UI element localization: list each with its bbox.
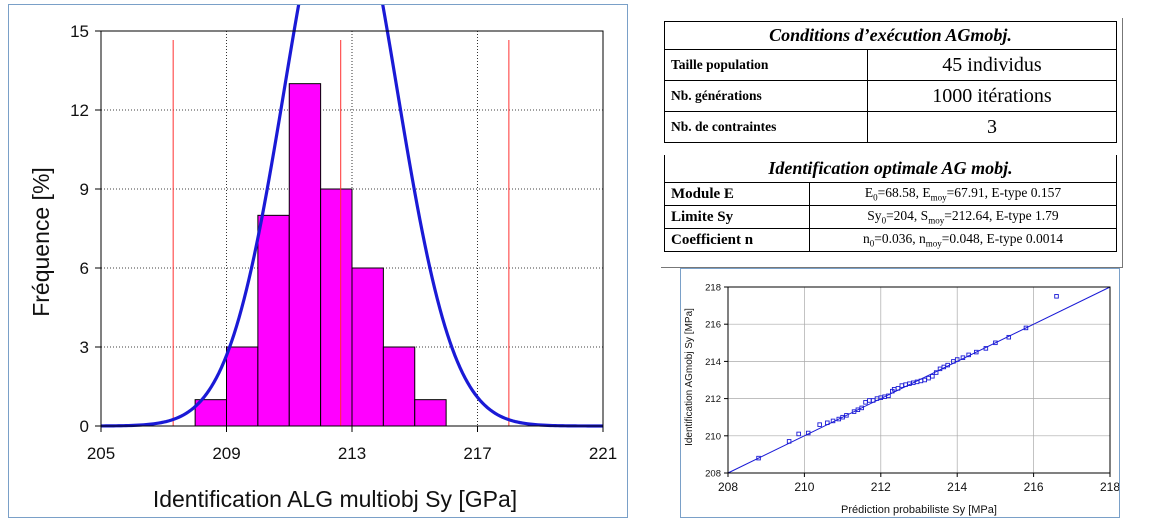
x-axis-label: Prédiction probabiliste Sy [MPa]	[841, 504, 997, 516]
plot-frame	[727, 286, 1111, 474]
row-label: Module E	[664, 182, 810, 206]
histogram-bar	[351, 267, 384, 427]
row-label: Nb. générations	[664, 80, 868, 112]
table-title-execution: Conditions d’exécution AGmobj.	[664, 21, 1117, 50]
data-point	[1054, 294, 1059, 299]
x-tick-label: 205	[87, 444, 115, 463]
x-tick-label: 216	[1024, 480, 1044, 494]
y-tick-label: 210	[705, 431, 721, 442]
x-tick-label: 208	[718, 480, 738, 494]
row-value: E0=68.58, Emoy=67.91, E-type 0.157	[809, 182, 1117, 206]
y-tick-label: 0	[80, 417, 89, 436]
normal-fit-curve	[100, 0, 603, 428]
data-point	[830, 418, 836, 424]
histogram-bar	[288, 83, 322, 427]
y-tick-label: 218	[705, 283, 721, 294]
data-point	[844, 413, 849, 418]
y-axis-label: Identification AGmobj Sy [MPa]	[684, 308, 695, 446]
data-point	[960, 355, 966, 360]
x-tick-label: 212	[871, 480, 891, 494]
histogram-bar	[382, 346, 416, 427]
data-point	[867, 398, 872, 403]
row-label: Nb. de contraintes	[664, 111, 868, 143]
row-value: 45 individus	[867, 49, 1117, 81]
histogram-panel: Fréquence [%] Identification ALG multiob…	[8, 0, 628, 518]
data-point	[1006, 334, 1012, 340]
data-point	[983, 346, 989, 351]
data-point	[922, 377, 927, 383]
histogram-bar	[320, 188, 353, 427]
row-label: Taille population	[664, 49, 868, 81]
histogram-bar	[414, 399, 447, 427]
data-point	[863, 400, 868, 405]
x-axis-label: Identification ALG multiobj Sy [GPa]	[153, 486, 517, 512]
y-tick-label: 6	[80, 259, 89, 278]
qq-plot-chart: Identification AGmobj Sy [MPa] Prédictio…	[684, 283, 1120, 517]
data-point	[817, 422, 822, 427]
data-point	[859, 405, 864, 411]
data-point	[899, 383, 905, 388]
histogram-bar	[226, 346, 259, 427]
y-tick-label: 12	[70, 101, 89, 120]
x-tick-label: 209	[212, 444, 240, 463]
data-point	[895, 386, 901, 391]
data-point	[993, 340, 998, 346]
x-tick-label: 210	[794, 480, 814, 494]
row-value: Sy0=204, Smoy=212.64, E-type 1.79	[809, 205, 1117, 229]
data-point	[945, 362, 950, 368]
data-point	[926, 375, 931, 381]
row-value: 1000 itérations	[867, 80, 1117, 112]
x-tick-label: 217	[463, 444, 491, 463]
qq-plot-area: 208 210 212 214 216 218 208 210 212 214 216 218	[705, 283, 1120, 495]
y-tick-label: 3	[80, 338, 89, 357]
row-value: n0=0.036, nmoy=0.048, E-type 0.0014	[809, 228, 1117, 252]
y-tick-label: 212	[705, 394, 721, 405]
row-value: 3	[867, 111, 1117, 143]
x-tick-label: 214	[947, 480, 967, 494]
data-point	[796, 431, 801, 437]
data-point	[954, 357, 960, 362]
histogram-plot-area: 205 209 213 217 221 0 3 6 9 12 15	[70, 0, 617, 463]
row-label: Limite Sy	[664, 205, 810, 229]
y-axis-label: Fréquence [%]	[28, 167, 54, 317]
data-point	[974, 349, 979, 355]
data-point	[886, 393, 891, 399]
x-tick-label: 213	[338, 444, 366, 463]
data-point	[933, 370, 939, 375]
row-label: Coefficient n	[664, 228, 810, 252]
data-point	[930, 374, 935, 379]
y-tick-label: 15	[70, 22, 89, 41]
data-point	[1023, 325, 1029, 331]
data-point	[825, 420, 830, 426]
y-tick-label: 216	[705, 320, 721, 331]
y-tick-label: 9	[80, 180, 89, 199]
data-point	[756, 455, 761, 461]
table-title-identification: Identification optimale AG mobj.	[664, 155, 1117, 183]
y-tick-label: 208	[705, 469, 721, 480]
histogram-chart: Fréquence [%] Identification ALG multiob…	[28, 0, 617, 512]
data-point	[786, 439, 792, 444]
conditions-table: Conditions d’exécution AGmobj. Taille po…	[664, 21, 1117, 143]
y-tick-label: 214	[705, 357, 721, 368]
histogram-bar	[194, 399, 227, 427]
histogram-bar	[257, 214, 290, 427]
data-point	[805, 430, 811, 436]
conditions-table-panel: Conditions d’exécution AGmobj. Taille po…	[661, 18, 1123, 268]
identification-table: Identification optimale AG mobj. Module …	[664, 155, 1117, 252]
x-tick-label: 221	[589, 444, 617, 463]
x-tick-label: 218	[1100, 480, 1119, 494]
qq-plot-panel: Identification AGmobj Sy [MPa] Prédictio…	[680, 268, 1120, 518]
data-point	[966, 352, 971, 358]
